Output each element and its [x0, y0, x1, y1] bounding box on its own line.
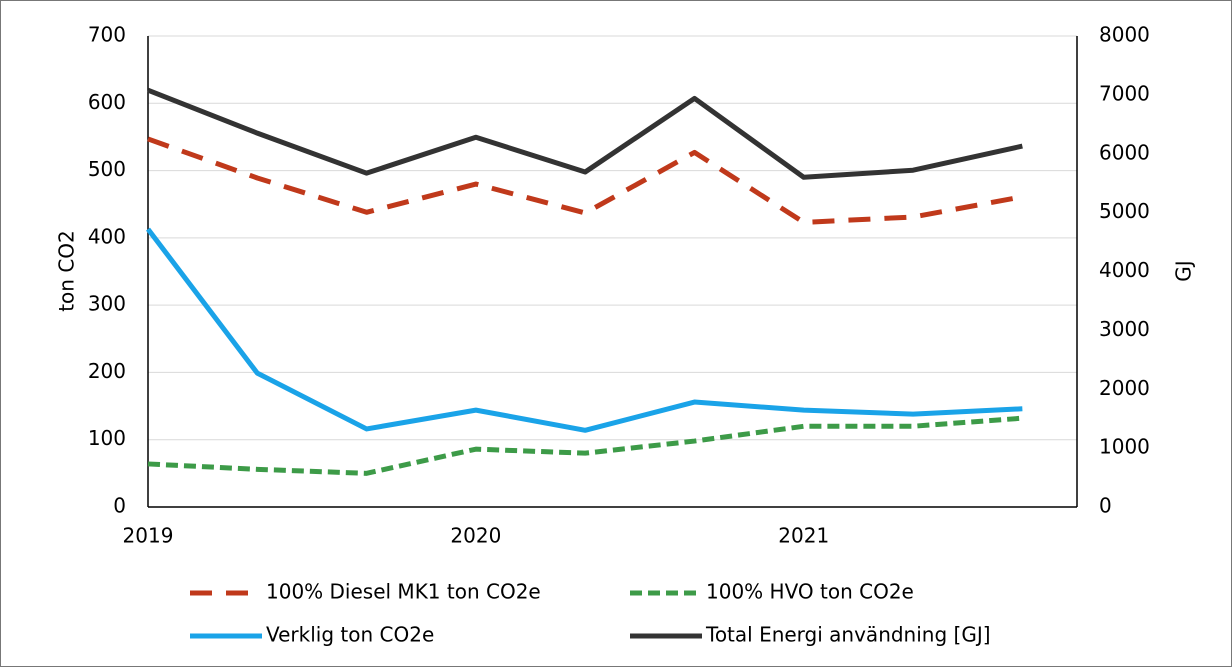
y2-tick-label: 8000: [1099, 23, 1150, 47]
y-tick-label: 300: [88, 292, 126, 316]
y2-tick-label: 1000: [1099, 435, 1150, 459]
y2-tick-label: 6000: [1099, 140, 1150, 164]
series-line: [147, 136, 1023, 225]
series-line: [147, 415, 1023, 476]
y-axis-label: ton CO2: [55, 230, 79, 312]
x-tick-label: 2021: [778, 524, 829, 548]
y2-tick-label: 4000: [1099, 258, 1150, 282]
legend-label: 100% Diesel MK1 ton CO2e: [266, 580, 541, 604]
y2-tick-label: 5000: [1099, 199, 1150, 223]
y2-axis-label: GJ: [1172, 260, 1196, 281]
y2-tick-label: 3000: [1099, 317, 1150, 341]
y-tick-label: 500: [88, 157, 126, 181]
y-tick-label: 200: [88, 359, 126, 383]
y2-tick-label: 7000: [1099, 81, 1150, 105]
x-tick-label: 2020: [450, 524, 501, 548]
legend-label: 100% HVO ton CO2e: [706, 580, 914, 604]
y-tick-label: 600: [88, 90, 126, 114]
legend-label: Total Energi användning [GJ]: [705, 623, 991, 647]
series-line: [146, 227, 1023, 433]
y-tick-label: 100: [88, 426, 126, 450]
legend-label: Verklig ton CO2e: [266, 623, 434, 647]
y-tick-label: 400: [88, 224, 126, 248]
series-line: [147, 87, 1023, 180]
y-tick-label: 0: [113, 494, 126, 518]
y2-tick-label: 2000: [1099, 376, 1150, 400]
y2-tick-label: 0: [1099, 494, 1112, 518]
y-tick-label: 700: [88, 23, 126, 47]
x-tick-label: 2019: [123, 524, 174, 548]
